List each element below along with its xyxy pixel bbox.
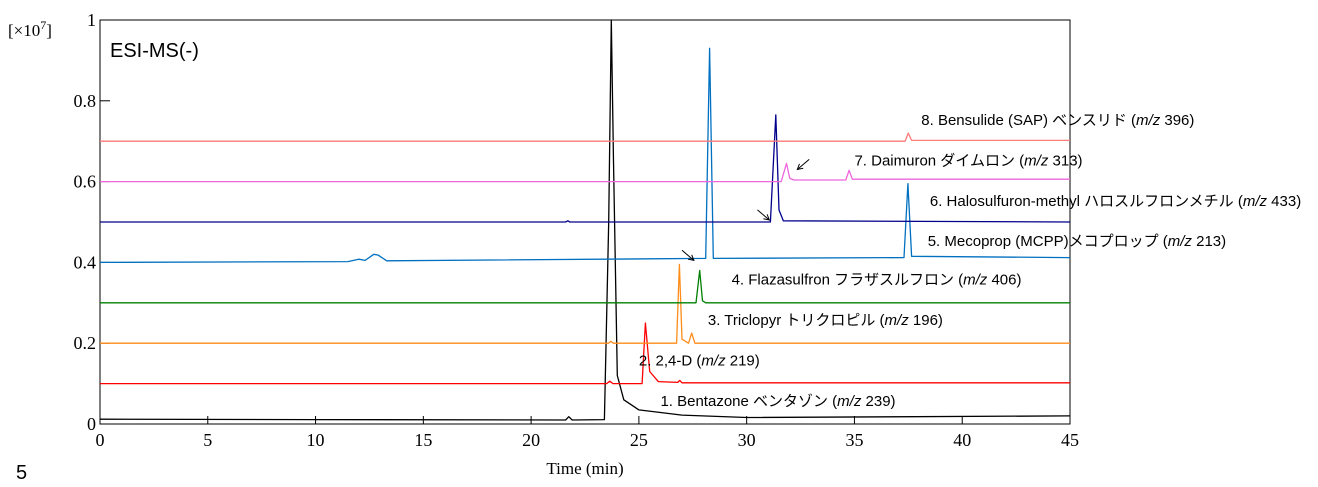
trace-line-5 [99,47,1071,264]
x-tick-label: 40 [953,430,971,450]
traces [99,19,1071,421]
x-tick-label: 5 [203,430,212,450]
trace-line-3 [100,263,1070,344]
trace-label-prefix: 1. Bentazone ベンタゾン ( [660,393,837,410]
trace-label-1: 1. Bentazone ベンタゾン (m/z 239) [660,393,895,410]
trace-label-suffix: 239) [861,393,895,410]
trace-label-prefix: 3. Triclopyr トリクロピル ( [708,312,885,329]
trace-label-prefix: 7. Daimuron ダイムロン ( [854,152,1024,169]
x-tick-label: 0 [96,430,105,450]
y-tick-label: 0.6 [74,172,97,192]
y-tick-label: 0.4 [74,252,97,272]
y-axis-scale-exponent: 7 [40,18,46,32]
page-number: 5 [16,462,28,484]
x-axis: 0 5 10 15 20 25 30 35 40 45 [96,416,1079,450]
y-tick-label: 1 [87,10,96,30]
trace-label-2: 2. 2,4-D (m/z 219) [639,352,760,369]
trace-label-suffix: 433) [1267,193,1301,210]
trace-label-8: 8. Bensulide (SAP) ベンスリド (m/z 396) [921,112,1194,129]
trace-label-prefix: 5. Mecoprop (MCPP)メコプロップ ( [928,233,1168,250]
trace-label-prefix: 4. Flazasulfron フラザスルフロン ( [732,272,964,289]
trace-label-3: 3. Triclopyr トリクロピル (m/z 196) [708,312,943,329]
peak-arrow-3 [796,158,810,171]
peak-arrow-1 [681,249,695,262]
trace-label-suffix: 313) [1048,152,1082,169]
y-tick-label: 0.8 [74,91,97,111]
trace-label-mz: m/z [837,393,862,410]
y-axis: 0 0.2 0.4 0.6 0.8 1 [74,10,110,434]
trace-label-suffix: 213) [1192,233,1226,250]
trace-labels: 1. Bentazone ベンタゾン (m/z 239)2. 2,4-D (m/… [639,112,1301,410]
trace-label-suffix: 396) [1160,112,1194,129]
mode-label: ESI-MS(-) [110,40,199,62]
x-tick-label: 35 [845,430,863,450]
trace-line-6 [100,114,1071,223]
trace-label-mz: m/z [701,352,726,369]
x-axis-title: Time (min) [546,459,623,478]
trace-line-8 [100,132,1070,142]
trace-label-mz: m/z [1136,112,1161,129]
trace-label-suffix: 219) [726,352,760,369]
trace-line-1 [99,19,1071,421]
trace-label-mz: m/z [1243,193,1268,210]
x-tick-label: 15 [414,430,432,450]
x-tick-label: 10 [307,430,325,450]
trace-label-prefix: 2. 2,4-D ( [639,352,702,369]
x-tick-label: 30 [738,430,756,450]
trace-label-6: 6. Halosulfuron-methyl ハロスルフロンメチル (m/z 4… [930,193,1301,210]
x-tick-label: 25 [630,430,648,450]
trace-line-7 [100,162,1070,183]
x-tick-label: 20 [522,430,540,450]
trace-label-7: 7. Daimuron ダイムロン (m/z 313) [854,152,1082,169]
trace-label-suffix: 196) [909,312,943,329]
trace-label-prefix: 8. Bensulide (SAP) ベンスリド ( [921,112,1136,129]
trace-label-5: 5. Mecoprop (MCPP)メコプロップ (m/z 213) [928,233,1226,250]
trace-label-suffix: 406) [987,272,1021,289]
trace-label-mz: m/z [963,272,988,289]
y-tick-label: 0.2 [74,333,97,353]
y-tick-label: 0 [87,414,96,434]
y-axis-scale-label: [×107] [8,18,52,40]
trace-line-4 [100,269,1070,304]
y-axis-scale-prefix: [×10 [8,21,40,40]
trace-label-mz: m/z [1168,233,1193,250]
trace-line-2 [100,322,1070,385]
trace-label-4: 4. Flazasulfron フラザスルフロン (m/z 406) [732,272,1022,289]
peak-arrow-2 [757,209,771,221]
trace-label-mz: m/z [885,312,910,329]
peak-arrows [681,158,810,262]
x-tick-label: 45 [1061,430,1079,450]
trace-label-mz: m/z [1024,152,1049,169]
trace-label-prefix: 6. Halosulfuron-methyl ハロスルフロンメチル ( [930,193,1243,210]
y-axis-scale-close: ] [46,21,52,40]
